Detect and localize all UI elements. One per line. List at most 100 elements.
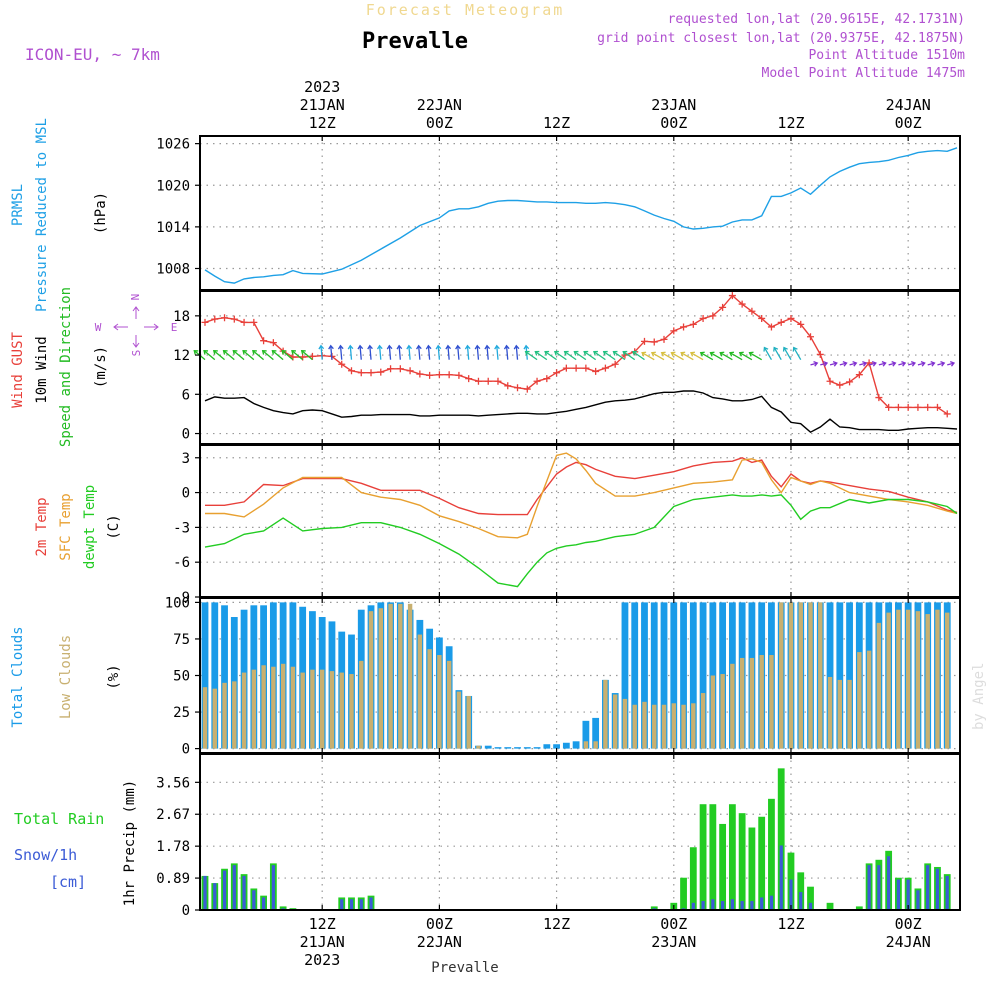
snow-bar <box>760 897 764 910</box>
wind-direction-arrow <box>839 362 847 366</box>
y-tick-label: 1020 <box>156 178 190 194</box>
gust-marker <box>738 300 746 308</box>
total-clouds-bar <box>494 747 502 749</box>
wind-direction-arrow <box>349 345 353 360</box>
snow-bar <box>349 899 354 910</box>
gust-marker <box>367 369 375 377</box>
rain-bar <box>738 813 746 910</box>
gust-marker <box>543 375 551 383</box>
wind-direction-arrowhead <box>193 349 199 355</box>
gust-marker <box>680 323 688 331</box>
subtitle: Forecast Meteogram <box>366 1 565 19</box>
bottom-time-label: 24JAN <box>886 933 931 951</box>
wind-direction-arrow <box>749 352 763 361</box>
gust-marker <box>562 364 570 372</box>
model-label: ICON-EU, ~ 7km <box>25 45 160 64</box>
wind-direction-arrow <box>574 351 587 361</box>
wind-direction-arrowhead <box>660 351 666 357</box>
bottom-time-label: 22JAN <box>417 933 462 951</box>
gust-marker <box>885 403 893 411</box>
wind-direction-arrow <box>622 351 636 361</box>
wind-direction-arrowhead <box>271 349 277 355</box>
wind-direction-arrow <box>710 352 723 361</box>
total-clouds-bar <box>680 602 687 749</box>
total-clouds-bar <box>533 747 541 749</box>
low-clouds-bar <box>417 634 423 749</box>
snow-bar <box>730 899 734 910</box>
wind-direction-arrow <box>878 362 886 366</box>
temp-sfc-line <box>205 452 958 539</box>
gust-marker <box>221 314 229 322</box>
low-clouds-bar <box>232 681 237 749</box>
wind-direction-arrowhead <box>455 344 461 350</box>
rain-bar <box>728 804 736 910</box>
wind-direction-arrowhead <box>553 350 559 356</box>
rain-bar <box>777 768 785 910</box>
y-tick-label: 0 <box>182 903 190 919</box>
compass-rose-icon <box>113 306 159 348</box>
wind-direction-arrow <box>398 345 401 360</box>
wind-direction-arrowhead <box>602 350 608 356</box>
wind-direction-arrowhead <box>910 361 916 367</box>
gust-marker <box>894 403 902 411</box>
rain-bar <box>689 847 697 910</box>
wind-direction-arrowhead <box>773 346 779 352</box>
wind-direction-arrowhead <box>901 361 907 367</box>
snow-bar <box>213 883 217 910</box>
gust-marker <box>689 320 697 328</box>
wind-direction-arrowhead <box>832 361 838 367</box>
rain-bar <box>826 902 834 910</box>
snow-bar <box>740 901 744 910</box>
rain-bar <box>758 816 766 910</box>
pressure-panel-frame <box>199 135 961 291</box>
bottom-time-label: 00Z <box>660 915 687 933</box>
wind-direction-arrow <box>888 362 896 366</box>
total-clouds-bar <box>504 747 512 749</box>
gust-marker <box>660 335 668 343</box>
y-tick-label: 0 <box>182 427 190 443</box>
wind-direction-arrow <box>466 345 470 360</box>
wind-direction-arrowhead <box>563 350 569 356</box>
total-clouds-bar <box>699 602 707 749</box>
y-tick-label: 3.56 <box>156 775 190 791</box>
gust-marker <box>514 384 522 392</box>
snow-label: Snow/1h <box>14 846 77 864</box>
wind-direction-arrowhead <box>920 361 926 367</box>
gust-marker <box>533 377 541 385</box>
low-clouds-bar <box>749 657 755 749</box>
low-clouds-bar <box>437 655 442 749</box>
gust-marker <box>338 360 346 368</box>
total-clouds-label: Total Clouds <box>10 626 26 727</box>
total-clouds-bar <box>562 742 570 749</box>
low-clouds-bar <box>847 679 852 749</box>
snow-bar <box>799 892 803 910</box>
gust-marker <box>709 312 717 320</box>
snow-bar <box>359 899 363 910</box>
wind-direction-arrow <box>641 352 655 361</box>
total-clouds-bar <box>826 602 834 749</box>
gust-marker <box>387 365 395 373</box>
gust-marker <box>435 371 443 379</box>
wind-direction-arrowhead <box>930 361 936 367</box>
gust-marker <box>504 382 512 390</box>
total-clouds-bar <box>621 602 629 749</box>
wind-direction-arrow <box>525 351 538 361</box>
total-clouds-bar <box>211 602 219 749</box>
low-clouds-bar <box>222 682 227 749</box>
low-clouds-bar <box>290 666 296 749</box>
low-clouds-bar <box>905 609 911 749</box>
wind-direction-arrowhead <box>650 351 656 357</box>
gust-marker <box>855 371 863 379</box>
total-clouds-bar <box>523 747 531 749</box>
wind-direction-arrow <box>232 350 245 361</box>
gust-marker <box>426 371 434 379</box>
wind-direction-arrowhead <box>406 344 412 350</box>
wind-direction-arrowhead <box>719 351 725 357</box>
bottom-time-label: 12Z <box>777 915 804 933</box>
wind-direction-arrowhead <box>252 349 257 355</box>
y-tick-label: 75 <box>173 632 190 648</box>
total-clouds-bar <box>553 744 560 749</box>
rain-bar <box>807 886 814 910</box>
low-clouds-bar <box>642 701 647 749</box>
